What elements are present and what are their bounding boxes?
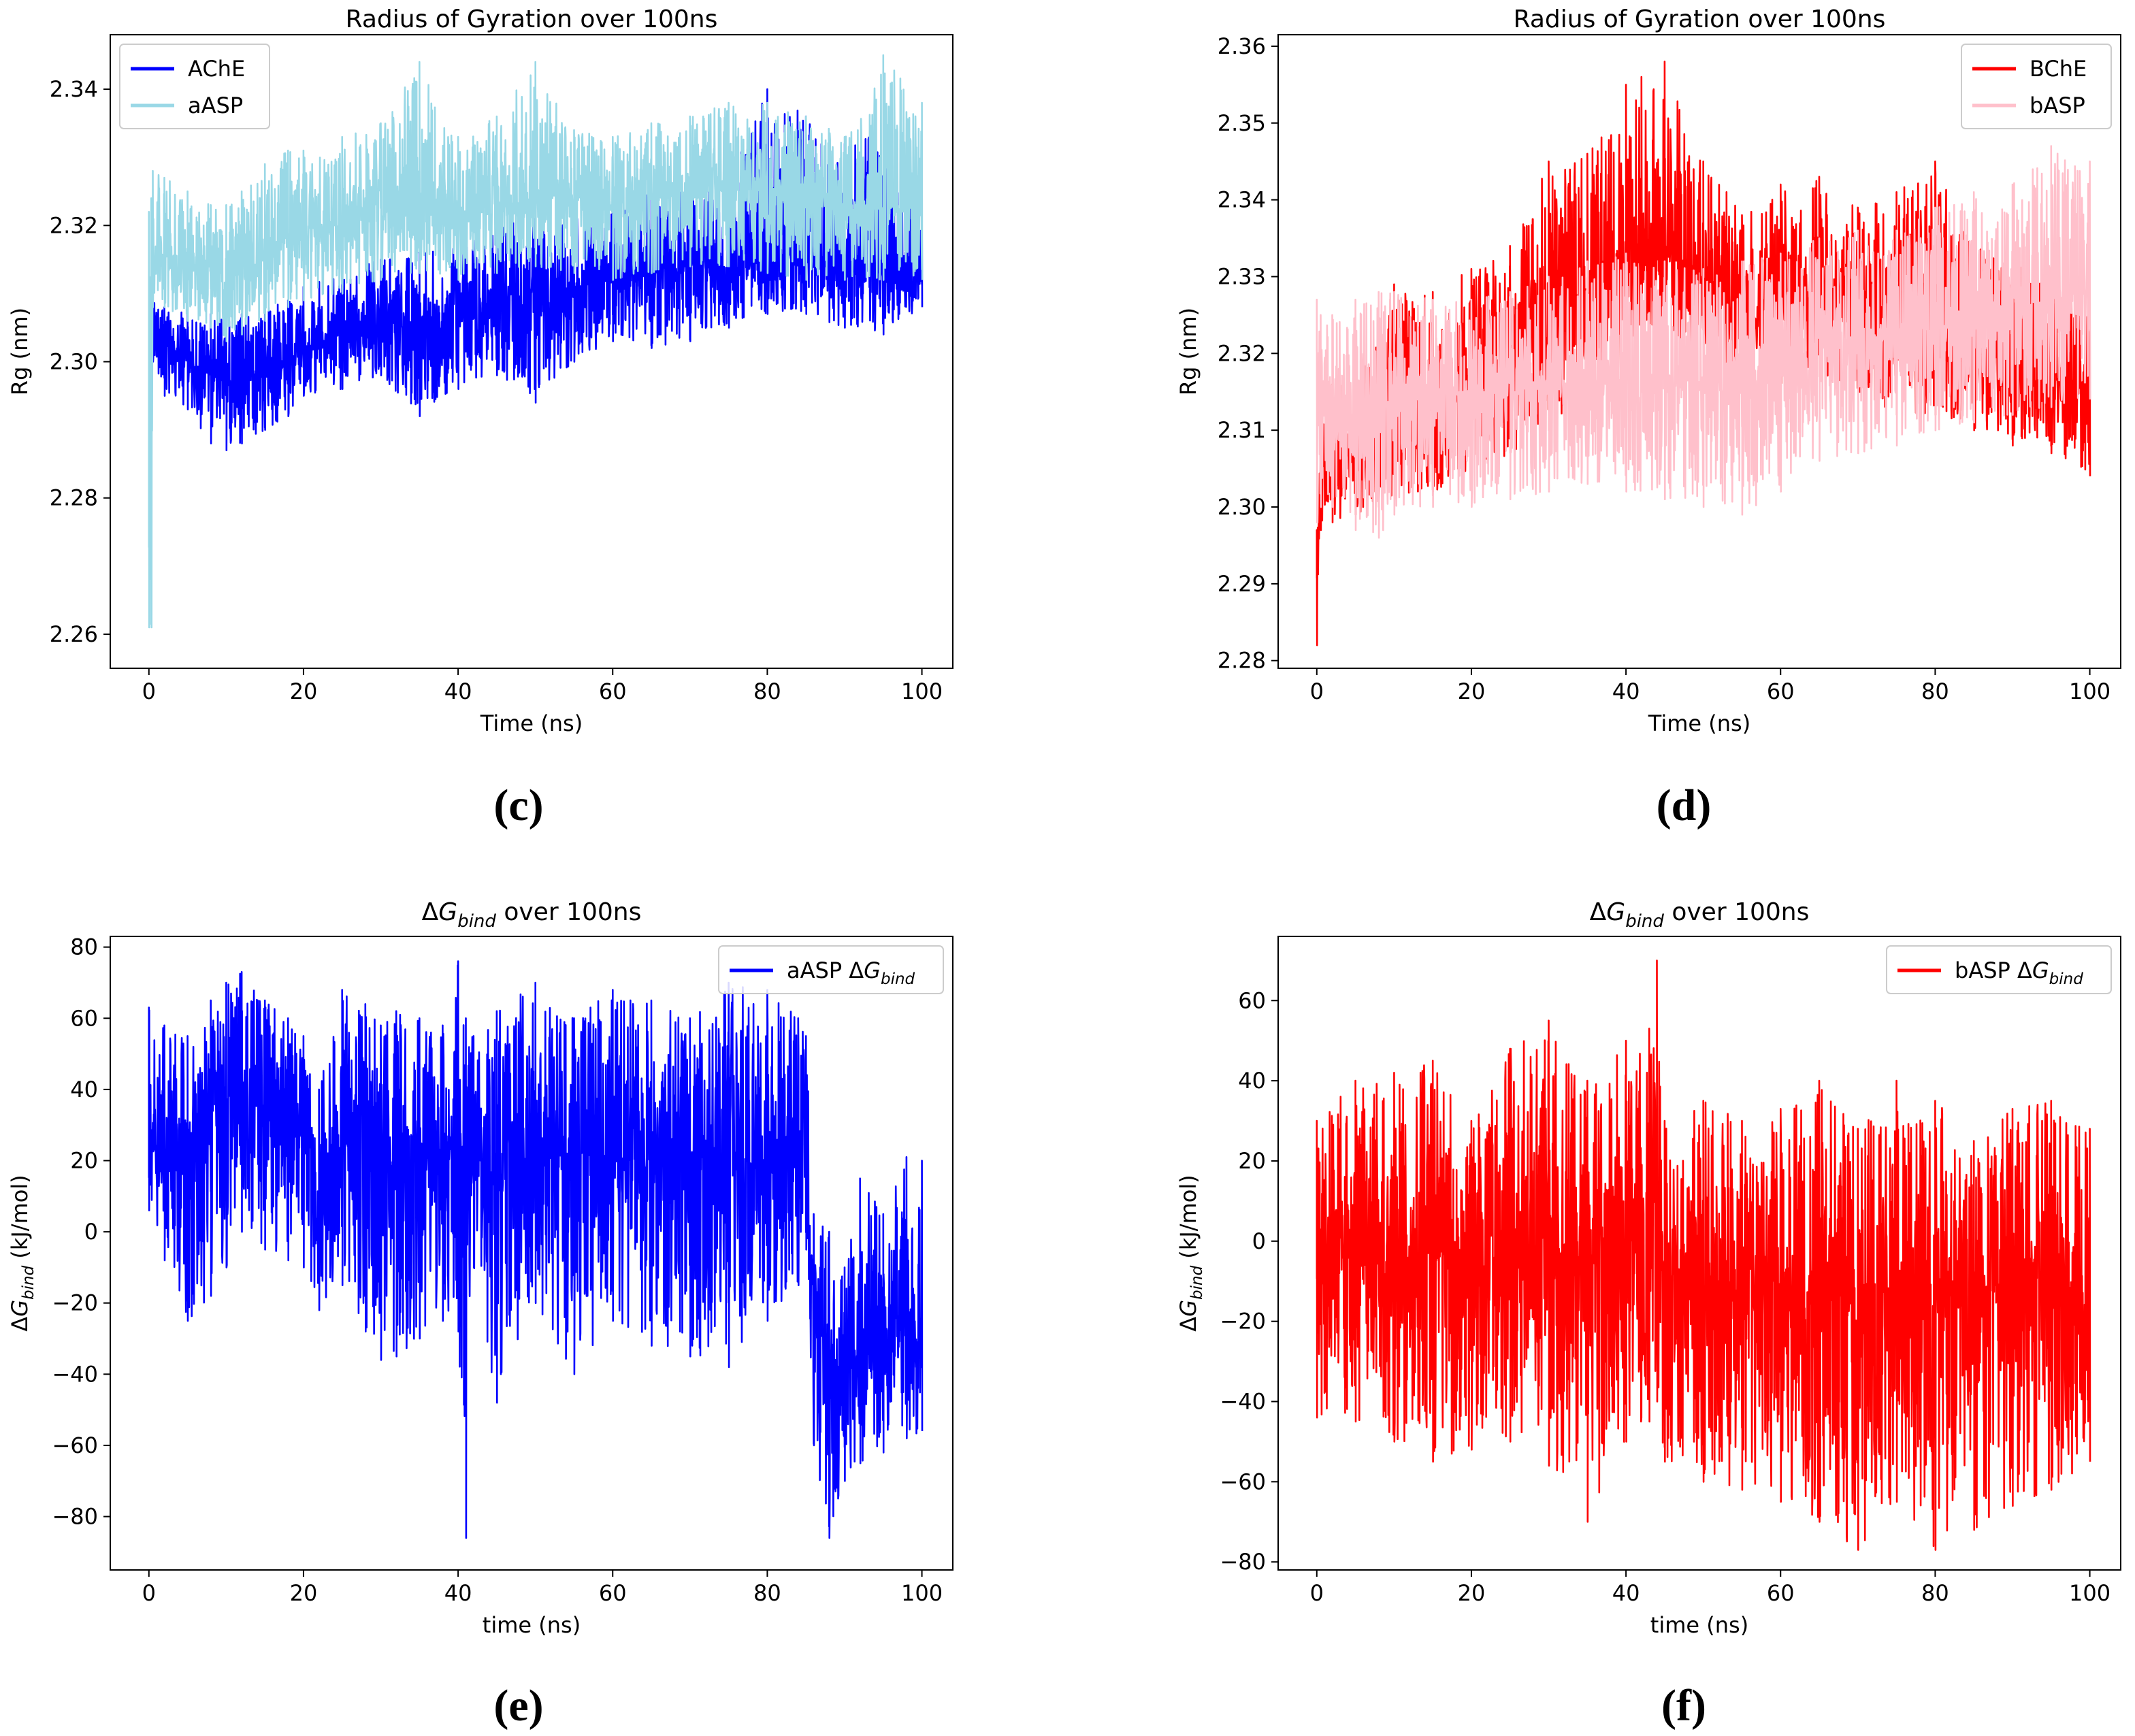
y-tick-label: 80: [70, 934, 98, 960]
y-axis-label: Rg (nm): [1175, 308, 1201, 395]
x-tick-label: 100: [901, 1580, 943, 1606]
y-axis-label: Rg (nm): [7, 308, 33, 395]
plot-frame: [110, 34, 954, 669]
plot-frame: [1277, 936, 2121, 1571]
y-tick-label: 2.36: [1218, 33, 1266, 59]
x-tick-label: 40: [1612, 678, 1640, 704]
x-tick-label: 0: [1310, 678, 1324, 704]
y-tick-label: 2.28: [50, 485, 98, 511]
legend-label: bASP ΔGbind: [1955, 957, 2083, 988]
panel-caption: (f): [1661, 1681, 1706, 1731]
panel-caption: (d): [1657, 781, 1712, 830]
y-tick-label: 2.32: [1218, 340, 1266, 366]
x-tick-label: 60: [599, 678, 627, 704]
y-tick-label: 0: [84, 1219, 98, 1245]
legend: BChE bASP: [1961, 44, 2112, 129]
y-tick-label: −20: [1220, 1309, 1266, 1334]
panel-e: 0 20 40 60 80 100 −80 −60 −40 −20 0 20 40 60 80 ΔGbind …: [7, 898, 954, 1731]
y-tick-label: −60: [52, 1432, 98, 1458]
legend-label: aASP: [188, 93, 243, 118]
legend: bASP ΔGbind: [1886, 945, 2112, 994]
y-tick-label: 2.32: [50, 212, 98, 238]
series-line-aasp: [148, 54, 924, 629]
y-tick-label: −40: [52, 1361, 98, 1387]
y-tick-label: 2.30: [50, 349, 98, 375]
y-tick-label: 60: [1238, 987, 1266, 1013]
legend-box: [1886, 945, 2112, 994]
x-axis-label: Time (ns): [1648, 710, 1750, 736]
y-axis-label: ΔGbind (kJ/mol): [1175, 1175, 1206, 1331]
x-tick-label: 20: [290, 678, 318, 704]
y-tick-label: 2.28: [1218, 648, 1266, 674]
x-tick-label: 40: [444, 1580, 472, 1606]
y-tick-label: 20: [1238, 1148, 1266, 1174]
x-tick-label: 80: [753, 1580, 781, 1606]
x-tick-label: 20: [1458, 1580, 1486, 1606]
plot-frame: [110, 936, 954, 1571]
x-tick-label: 40: [444, 678, 472, 704]
panel-f: 0 20 40 60 80 100 −80 −60 −40 −20 0 20 40 60 ΔGbind ov…: [1175, 898, 2121, 1731]
x-tick-label: 60: [1767, 678, 1795, 704]
y-tick-label: 2.34: [50, 76, 98, 102]
x-tick-label: 40: [1612, 1580, 1640, 1606]
x-axis-label: time (ns): [1650, 1612, 1748, 1638]
y-tick-label: 2.34: [1218, 187, 1266, 213]
y-tick-label: 2.30: [1218, 494, 1266, 520]
y-tick-label: −80: [52, 1504, 98, 1530]
chart-title: ΔGbind over 100ns: [422, 898, 642, 932]
x-tick-label: 100: [2069, 1580, 2110, 1606]
legend-label: BChE: [2030, 56, 2087, 82]
x-tick-label: 80: [1921, 1580, 1949, 1606]
series-line-aaspgbind: [148, 960, 924, 1539]
legend: aASP ΔGbind: [718, 945, 944, 994]
chart-title: Radius of Gyration over 100ns: [1514, 5, 1886, 33]
legend-box: [119, 44, 270, 129]
x-tick-label: 20: [290, 1580, 318, 1606]
y-tick-label: −40: [1220, 1389, 1266, 1415]
legend: AChE aASP: [119, 44, 270, 129]
panel-caption: (e): [493, 1681, 543, 1731]
legend-label: AChE: [188, 56, 245, 82]
x-tick-label: 20: [1458, 678, 1486, 704]
legend-label: aASP ΔGbind: [787, 957, 915, 988]
legend-label: bASP: [2030, 93, 2085, 118]
y-tick-label: −20: [52, 1290, 98, 1316]
x-tick-label: 100: [2069, 678, 2110, 704]
panel-d: 0 20 40 60 80 100 2.28 2.29 2.30 2.31 2.32 2.33 2.34…: [1175, 5, 2121, 830]
series-line-baspgbind: [1316, 960, 2091, 1551]
y-tick-label: 2.35: [1218, 110, 1266, 136]
y-tick-label: 2.29: [1218, 571, 1266, 597]
x-tick-label: 0: [1310, 1580, 1324, 1606]
y-tick-label: 2.26: [50, 621, 98, 647]
panel-c: 0 20 40 60 80 100 2.26 2.28 2.30 2.32 2.34 Radius o…: [7, 5, 954, 830]
y-tick-label: 0: [1252, 1228, 1266, 1254]
y-tick-label: 2.33: [1218, 263, 1266, 289]
x-tick-label: 0: [142, 678, 156, 704]
series-line-basp: [1316, 145, 2091, 539]
chart-title: ΔGbind over 100ns: [1590, 898, 1810, 932]
y-tick-label: 60: [70, 1005, 98, 1031]
x-tick-label: 0: [142, 1580, 156, 1606]
panel-caption: (c): [493, 781, 543, 830]
chart-title: Radius of Gyration over 100ns: [346, 5, 718, 33]
legend-box: [1961, 44, 2112, 129]
plot-frame: [1277, 34, 2121, 669]
y-tick-label: −60: [1220, 1469, 1266, 1494]
y-tick-label: −80: [1220, 1549, 1266, 1575]
x-tick-label: 100: [901, 678, 943, 704]
x-axis-label: time (ns): [483, 1612, 581, 1638]
series-line-ache: [148, 88, 924, 452]
x-tick-label: 60: [599, 1580, 627, 1606]
y-tick-label: 40: [70, 1077, 98, 1102]
x-tick-label: 80: [1921, 678, 1949, 704]
x-tick-label: 60: [1767, 1580, 1795, 1606]
y-tick-label: 20: [70, 1148, 98, 1174]
legend-box: [718, 945, 944, 994]
x-axis-label: Time (ns): [480, 710, 583, 736]
y-axis-label: ΔGbind (kJ/mol): [7, 1175, 37, 1331]
y-tick-label: 2.31: [1218, 417, 1266, 443]
y-tick-label: 40: [1238, 1068, 1266, 1094]
x-tick-label: 80: [753, 678, 781, 704]
